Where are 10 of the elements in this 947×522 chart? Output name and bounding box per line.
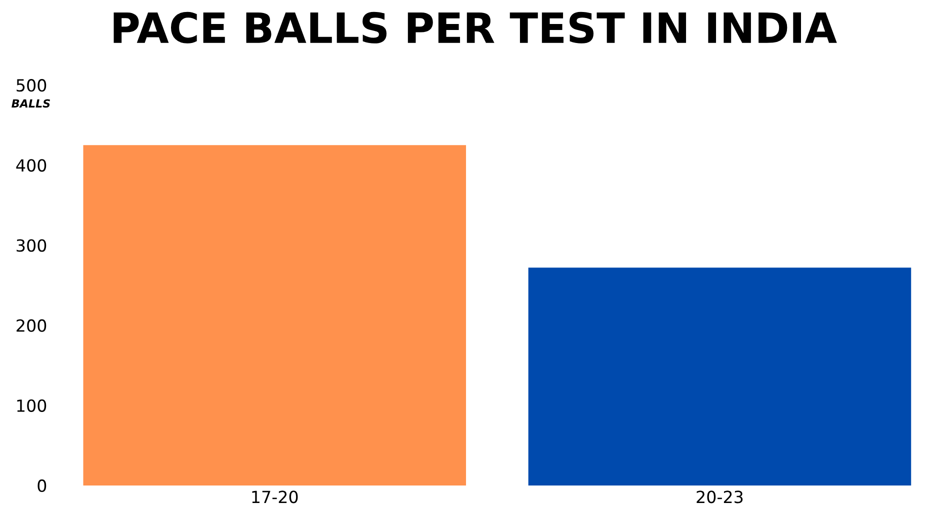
y-tick-label: 300: [16, 239, 46, 252]
y-tick-label: 200: [16, 319, 46, 332]
y-tick-label: 400: [16, 159, 46, 172]
x-tick-label: 20-23: [696, 490, 743, 504]
chart-title: PACE BALLS PER TEST IN INDIA: [114, 12, 837, 44]
y-axis-title: BALLS: [12, 99, 50, 108]
y-tick-label: 0: [38, 479, 46, 492]
y-tick-label: 100: [17, 399, 46, 412]
x-tick-label: 17-20: [252, 490, 298, 504]
y-tick-label: 500: [16, 79, 46, 92]
